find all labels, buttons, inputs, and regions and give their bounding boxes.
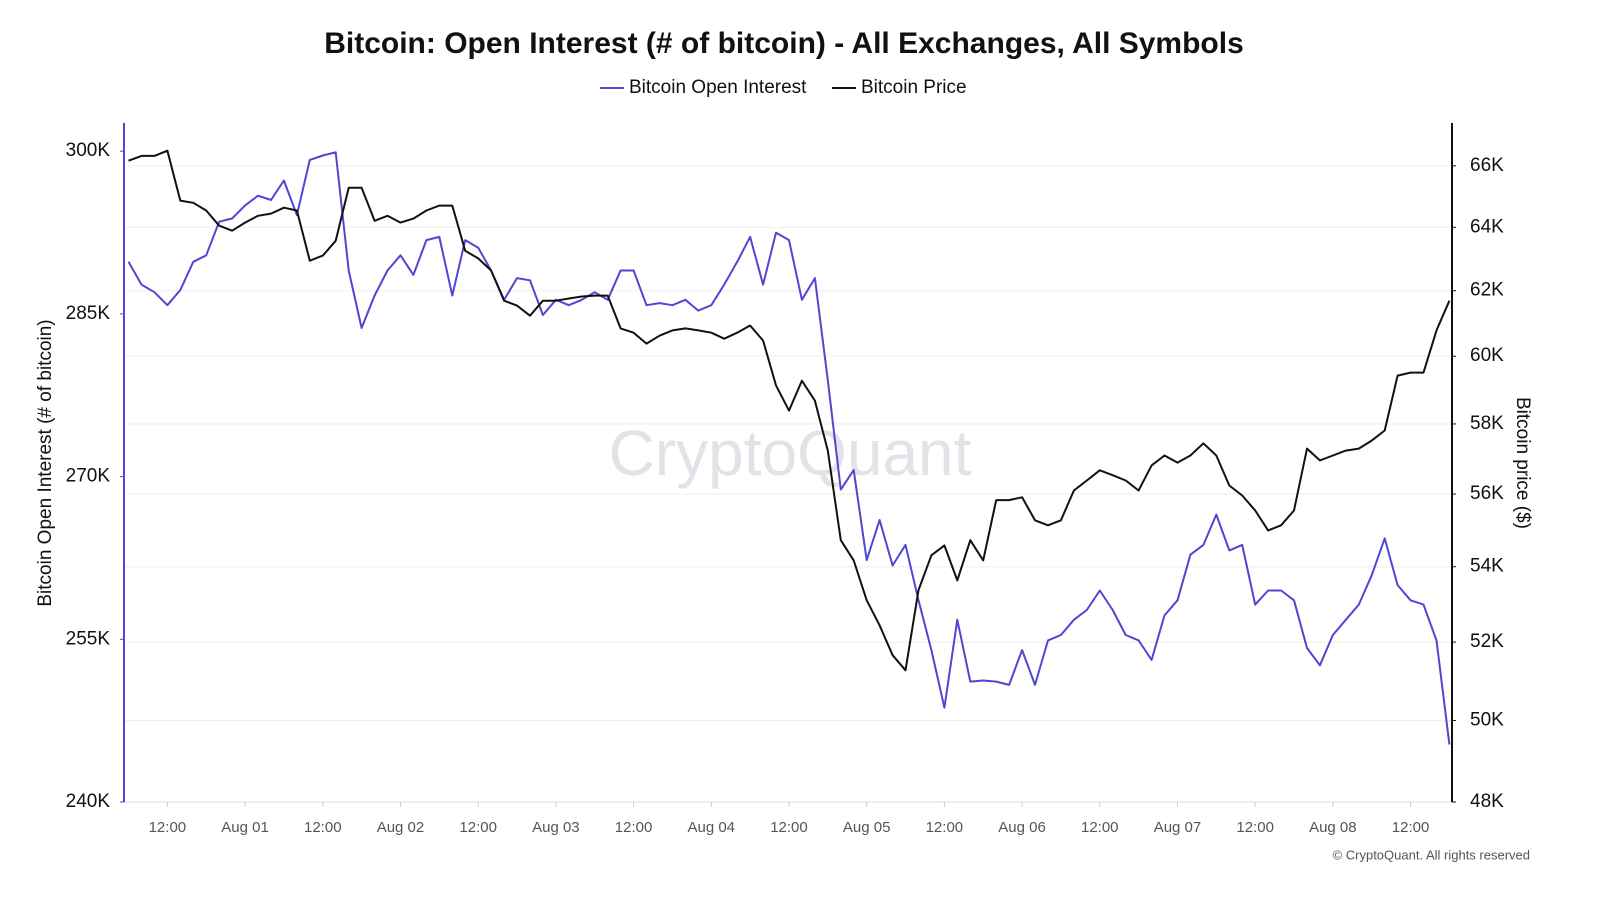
x-tick-label: 12:00	[615, 819, 653, 836]
legend-label: Bitcoin Price	[861, 77, 967, 98]
y-tick-label: 300K	[66, 140, 111, 161]
footer: © CryptoQuant. All rights reserved	[1333, 847, 1530, 862]
y2-axis-label: Bitcoin price ($)	[1512, 397, 1533, 529]
y-tick-label: 270K	[66, 466, 111, 487]
y2-tick-label: 52K	[1470, 631, 1504, 652]
x-tick-label: 12:00	[1392, 819, 1430, 836]
y-tick-label: 255K	[66, 628, 111, 649]
x-tick-label: Aug 05	[843, 819, 891, 836]
y2-tick-label: 56K	[1470, 483, 1504, 504]
x-tick-label: 12:00	[1081, 819, 1119, 836]
legend-label: Bitcoin Open Interest	[629, 77, 807, 98]
x-tick-label: Aug 03	[532, 819, 580, 836]
y-tick-label: 285K	[66, 303, 111, 324]
x-tick-label: Aug 01	[221, 819, 269, 836]
x-tick-label: Aug 08	[1309, 819, 1357, 836]
y2-tick-label: 64K	[1470, 216, 1504, 237]
watermark: CryptoQuant	[609, 417, 972, 489]
x-tick-label: 12:00	[304, 819, 342, 836]
x-tick-label: Aug 06	[998, 819, 1046, 836]
chart-title: Bitcoin: Open Interest (# of bitcoin) - …	[324, 27, 1244, 60]
x-tick-label: 12:00	[459, 819, 497, 836]
x-tick-label: Aug 04	[687, 819, 735, 836]
y2-tick-label: 50K	[1470, 709, 1504, 730]
y2-tick-label: 48K	[1470, 791, 1504, 812]
x-tick-label: 12:00	[149, 819, 187, 836]
series-line	[128, 149, 1451, 672]
y-tick-label: 240K	[66, 791, 111, 812]
y2-tick-label: 58K	[1470, 413, 1504, 434]
y2-tick-label: 66K	[1470, 155, 1504, 176]
x-tick-label: 12:00	[926, 819, 964, 836]
x-tick-label: Aug 02	[377, 819, 425, 836]
y-axis-label: Bitcoin Open Interest (# of bitcoin)	[35, 319, 56, 606]
x-tick-label: Aug 07	[1154, 819, 1202, 836]
x-tick-label: 12:00	[770, 819, 808, 836]
series-line	[127, 151, 1451, 745]
y2-tick-label: 60K	[1470, 345, 1504, 366]
y2-tick-label: 54K	[1470, 556, 1504, 577]
x-tick-label: 12:00	[1236, 819, 1274, 836]
y2-tick-label: 62K	[1470, 280, 1504, 301]
